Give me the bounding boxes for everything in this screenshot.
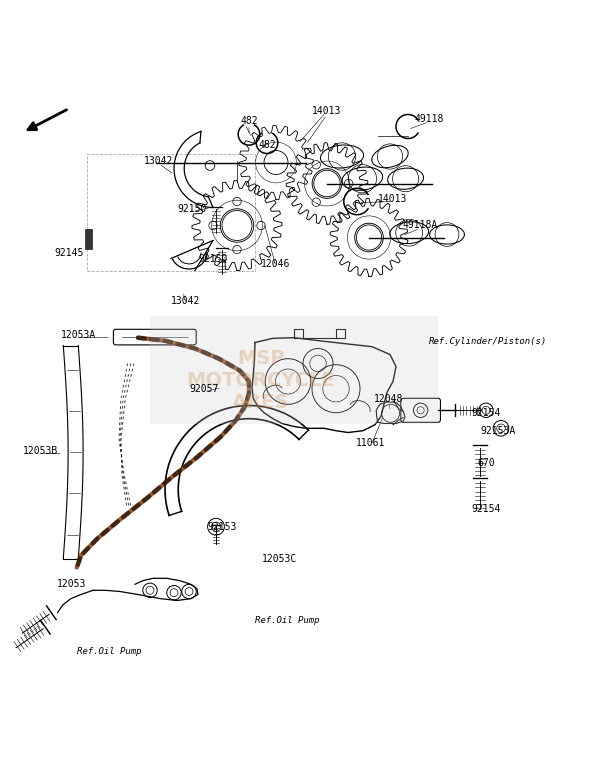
Text: 14013: 14013 (379, 194, 407, 204)
Text: MSP
MOTORCYCLE
ARES: MSP MOTORCYCLE ARES (187, 349, 335, 412)
Text: 13042: 13042 (172, 296, 200, 306)
Text: 12048: 12048 (374, 394, 403, 405)
Text: 49118: 49118 (415, 114, 443, 124)
Text: 12053A: 12053A (61, 329, 95, 339)
Text: 92150: 92150 (199, 254, 227, 264)
Text: Ref.Oil Pump: Ref.Oil Pump (255, 616, 320, 625)
Text: Ref.Cylinder/Piston(s): Ref.Cylinder/Piston(s) (429, 337, 547, 346)
Text: 12053B: 12053B (23, 446, 58, 456)
Text: Ref.Oil Pump: Ref.Oil Pump (77, 647, 142, 656)
Text: 670: 670 (477, 457, 495, 467)
Text: 12053: 12053 (58, 579, 86, 589)
Text: 482: 482 (240, 115, 258, 126)
Text: 11061: 11061 (356, 438, 385, 448)
Text: 92145: 92145 (55, 248, 83, 258)
FancyBboxPatch shape (150, 315, 438, 423)
Text: 12046: 12046 (262, 259, 290, 269)
Text: 14013: 14013 (313, 106, 341, 116)
Text: 482: 482 (258, 140, 276, 150)
FancyBboxPatch shape (85, 229, 92, 249)
Text: 49118A: 49118A (403, 221, 437, 230)
Text: 92153: 92153 (208, 522, 236, 532)
Text: 13042: 13042 (145, 156, 173, 166)
Text: 92150: 92150 (178, 204, 206, 214)
Text: 92057: 92057 (190, 384, 218, 394)
Text: 92153A: 92153A (481, 425, 515, 436)
Text: 12053C: 12053C (262, 554, 296, 564)
Text: 92154: 92154 (472, 504, 500, 514)
Text: 92154: 92154 (472, 408, 500, 418)
